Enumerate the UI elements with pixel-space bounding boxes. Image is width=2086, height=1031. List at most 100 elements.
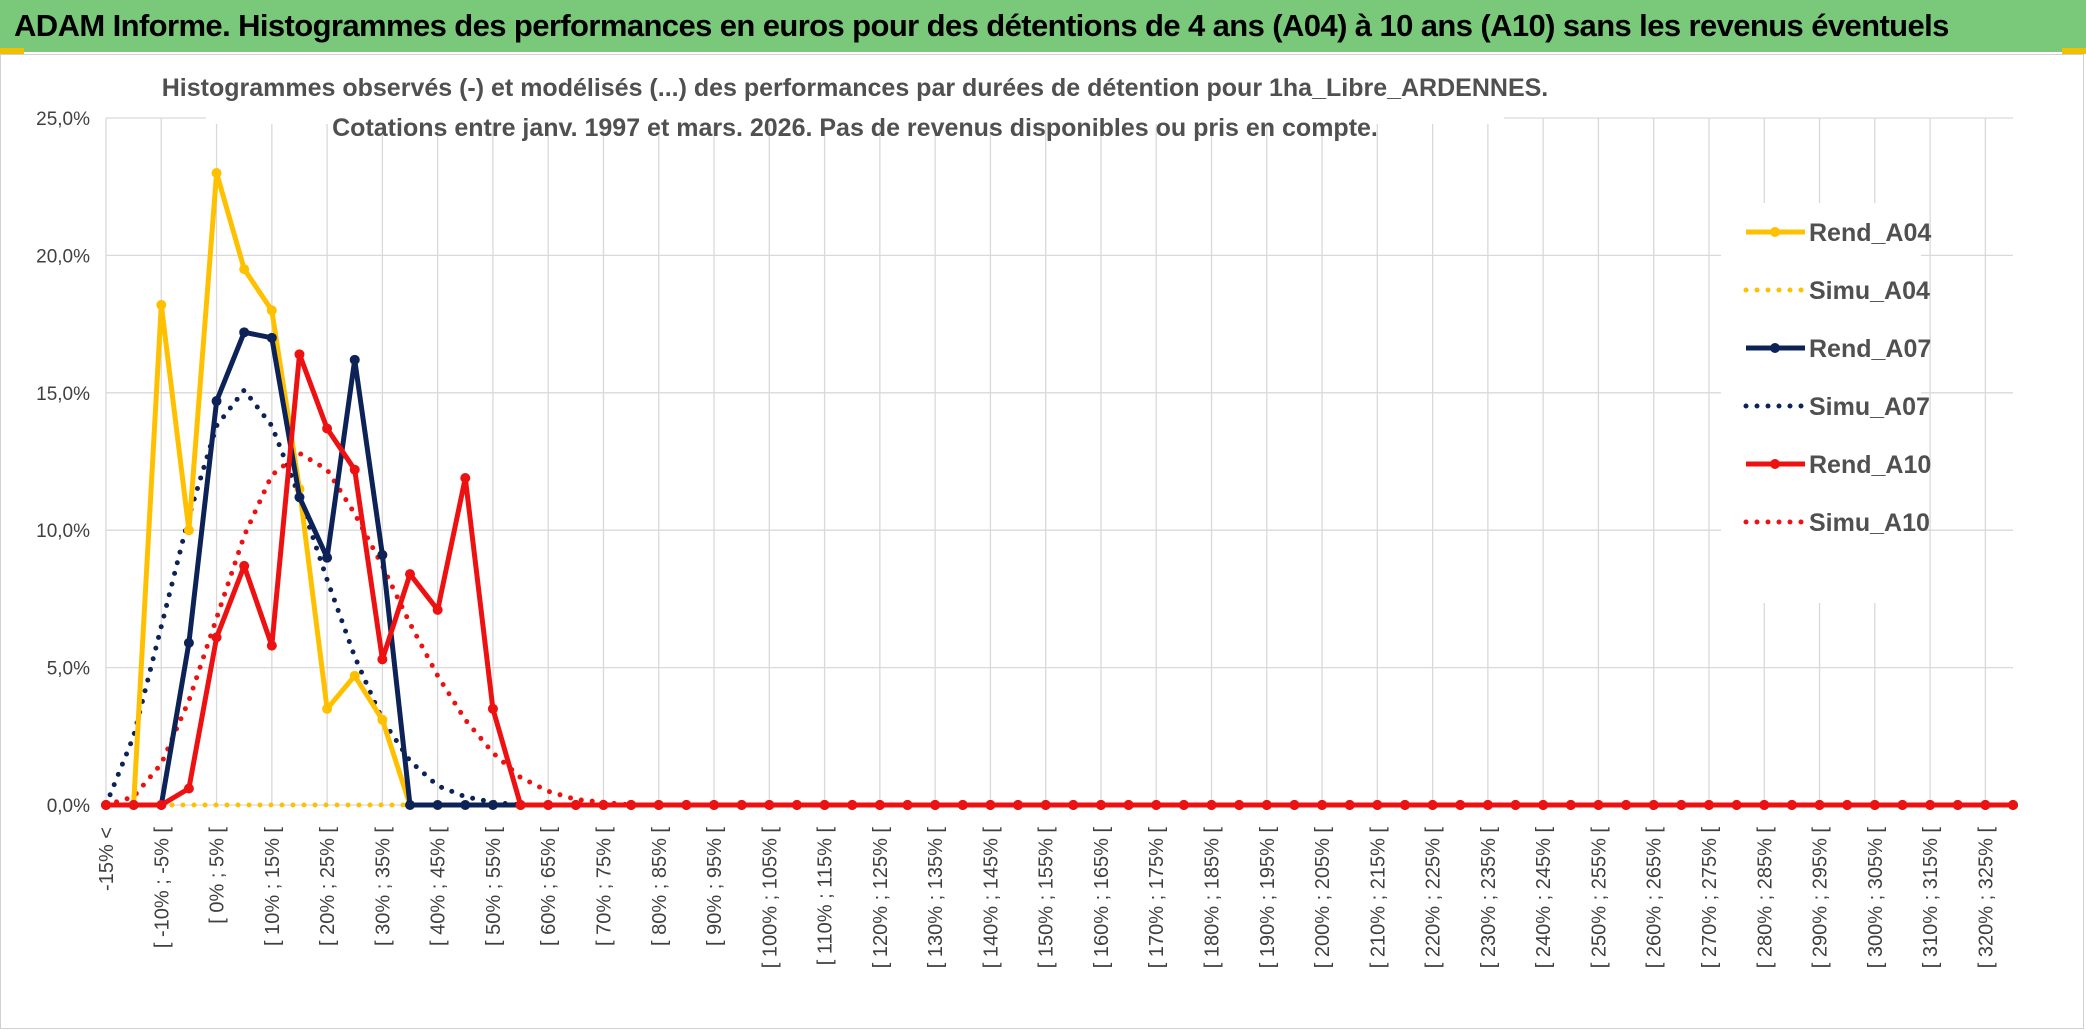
point-Rend_A10 [1703, 800, 1714, 810]
legend-marker-Rend_A07 [1770, 343, 1780, 353]
point-Rend_A10 [874, 800, 885, 810]
x-tick-label: [ 270% ; 275% [ [1699, 827, 1721, 969]
point-Rend_A10 [626, 800, 637, 810]
x-tick-label: [ 50% ; 55% [ [483, 827, 505, 946]
legend-marker-Rend_A04 [1770, 227, 1780, 237]
x-tick-label: [ 290% ; 295% [ [1810, 827, 1832, 969]
point-Rend_A10 [1925, 800, 1936, 810]
point-Rend_A10 [1289, 800, 1300, 810]
chart-series [101, 167, 2018, 810]
point-Rend_A04 [183, 525, 194, 536]
report-banner: ADAM Informe. Histogrammes des performan… [0, 0, 2086, 52]
point-Rend_A04 [322, 703, 333, 714]
x-tick-label: [ 30% ; 35% [ [372, 827, 394, 946]
x-tick-label: [ 280% ; 285% [ [1754, 827, 1776, 969]
x-tick-label: -15% < [96, 827, 118, 891]
x-tick-label: [ 140% ; 145% [ [980, 827, 1002, 969]
point-Rend_A10 [1317, 800, 1328, 810]
point-Rend_A10 [1510, 800, 1521, 810]
x-tick-label: [ 200% ; 205% [ [1312, 827, 1334, 969]
point-Rend_A10 [266, 640, 277, 651]
point-Rend_A10 [1869, 800, 1880, 810]
x-tick-label: [ 230% ; 235% [ [1478, 827, 1500, 969]
point-Rend_A04 [239, 264, 250, 275]
point-Rend_A10 [1151, 800, 1162, 810]
chart-frame: Histogrammes observés (-) et modélisés (… [0, 54, 2084, 1029]
point-Rend_A07 [487, 800, 498, 810]
x-tick-label: [ 20% ; 25% [ [317, 827, 339, 946]
banner-accent-left [0, 48, 24, 54]
x-tick-label: [ 250% ; 255% [ [1588, 827, 1610, 969]
y-tick-label: 0,0% [47, 796, 90, 817]
x-tick-label: [ 240% ; 245% [ [1533, 827, 1555, 969]
y-tick-label: 25,0% [36, 109, 90, 130]
point-Rend_A10 [764, 800, 775, 810]
x-tick-label: [ 10% ; 15% [ [262, 827, 284, 946]
legend-marker-Rend_A10 [1770, 459, 1780, 469]
point-Rend_A10 [1399, 800, 1410, 810]
point-Rend_A07 [460, 800, 471, 810]
chart-title-group: Histogrammes observés (-) et modélisés (… [162, 58, 1548, 142]
x-tick-label: [ 40% ; 45% [ [428, 827, 450, 946]
point-Rend_A10 [101, 800, 111, 810]
point-Rend_A10 [1786, 800, 1797, 810]
point-Rend_A10 [377, 654, 388, 665]
x-tick-label: [ 310% ; 315% [ [1920, 827, 1942, 969]
x-tick-label: [ 300% ; 305% [ [1865, 827, 1887, 969]
x-tick-label: [ 170% ; 175% [ [1146, 827, 1168, 969]
point-Rend_A10 [957, 800, 968, 810]
point-Rend_A10 [1814, 800, 1825, 810]
x-tick-label: [ 70% ; 75% [ [593, 827, 615, 946]
point-Rend_A10 [128, 800, 139, 810]
point-Rend_A10 [1455, 800, 1466, 810]
point-Rend_A10 [460, 472, 471, 483]
point-Rend_A10 [1731, 800, 1742, 810]
point-Rend_A10 [681, 800, 692, 810]
point-Rend_A10 [2008, 800, 2018, 810]
x-tick-label: [ 0% ; 5% [ [207, 827, 229, 924]
y-tick-label: 20,0% [36, 246, 90, 267]
point-Rend_A10 [1427, 800, 1438, 810]
point-Rend_A10 [1565, 800, 1576, 810]
point-Rend_A10 [985, 800, 996, 810]
chart-axes: 0,0% 5,0% 10,0% 15,0% 20,0% 25,0% -15% < [ -10%… [36, 109, 1997, 968]
point-Rend_A10 [322, 423, 333, 434]
point-Rend_A07 [183, 637, 194, 648]
point-Rend_A10 [598, 800, 609, 810]
point-Rend_A10 [570, 800, 581, 810]
x-tick-label: [ 190% ; 195% [ [1257, 827, 1279, 969]
chart-title-background [206, 58, 1504, 124]
x-tick-label: [ 90% ; 95% [ [704, 827, 726, 946]
x-tick-label: [ 110% ; 115% [ [815, 827, 837, 966]
point-Rend_A07 [377, 549, 388, 560]
x-tick-label: [ 80% ; 85% [ [649, 827, 671, 946]
chart-legend: Rend_A04 Simu_A04 Rend_A07 Simu_A07 Rend_A10… [1721, 203, 1931, 603]
x-tick-label: [ 210% ; 215% [ [1367, 827, 1389, 969]
point-Rend_A10 [847, 800, 858, 810]
point-Rend_A10 [1261, 800, 1272, 810]
series-line-Rend_A10 [106, 351, 2013, 808]
point-Rend_A07 [239, 327, 250, 338]
point-Rend_A10 [709, 800, 720, 810]
point-Rend_A10 [1013, 800, 1024, 810]
point-Rend_A10 [1372, 800, 1383, 810]
point-Rend_A10 [1593, 800, 1604, 810]
x-tick-label: [ 320% ; 325% [ [1975, 827, 1997, 969]
legend-label-Simu_A07: Simu_A07 [1809, 393, 1930, 421]
legend-label-Rend_A10: Rend_A10 [1809, 451, 1931, 479]
point-Rend_A07 [405, 800, 416, 810]
point-Rend_A10 [1068, 800, 1079, 810]
point-Rend_A10 [183, 783, 194, 794]
point-Rend_A10 [1538, 800, 1549, 810]
legend-label-Simu_A10: Simu_A10 [1809, 509, 1930, 537]
point-Rend_A04 [266, 305, 277, 316]
point-Rend_A04 [211, 167, 222, 178]
point-Rend_A10 [1648, 800, 1659, 810]
point-Rend_A10 [653, 800, 664, 810]
point-Rend_A10 [294, 349, 305, 360]
point-Rend_A10 [239, 560, 250, 571]
point-Rend_A07 [294, 492, 305, 503]
x-tick-label: [ 130% ; 135% [ [925, 827, 947, 969]
y-tick-label: 15,0% [36, 384, 90, 405]
x-tick-label: [ 180% ; 185% [ [1202, 827, 1224, 969]
